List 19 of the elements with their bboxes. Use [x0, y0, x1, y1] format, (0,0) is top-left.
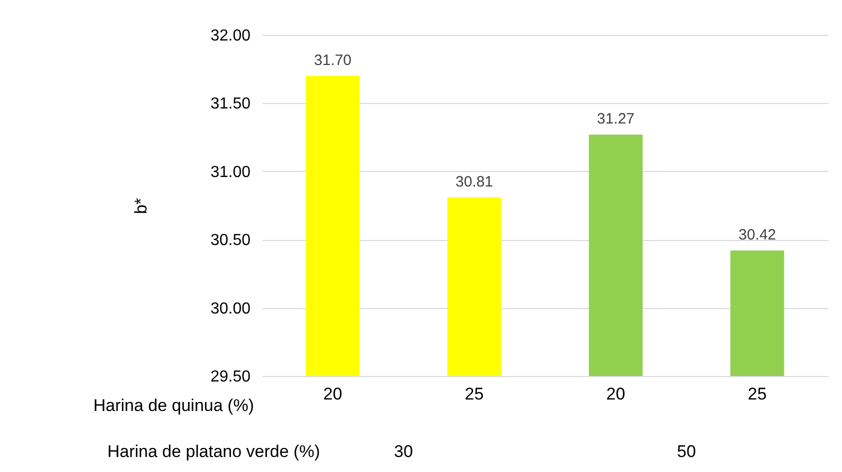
y-tick-label: 30.00 [210, 300, 251, 318]
y-tick-label: 31.00 [210, 164, 251, 181]
y-tick-label: 32.00 [210, 28, 251, 44]
data-label: 30.81 [455, 173, 494, 190]
text: Harina de platano verde (%) [107, 442, 320, 461]
text: 30 [394, 442, 413, 461]
y-tick-label: 31.50 [210, 96, 251, 113]
x-axis-title: Harina de quinua (%) [93, 396, 254, 415]
y-axis-title: b* [131, 198, 150, 214]
data-label: 30.42 [738, 226, 776, 244]
data-label: 31.27 [596, 110, 635, 128]
y-tick-label: 30.50 [210, 232, 251, 250]
data-label: 31.70 [314, 52, 352, 69]
text: 50 [677, 442, 696, 461]
x-tick-label: 20 [323, 384, 342, 404]
y-tick-label: 29.50 [210, 368, 251, 386]
x-tick-label: 25 [748, 384, 767, 404]
x-tick-label: 25 [464, 384, 484, 404]
x-tick-label: 20 [606, 384, 626, 404]
